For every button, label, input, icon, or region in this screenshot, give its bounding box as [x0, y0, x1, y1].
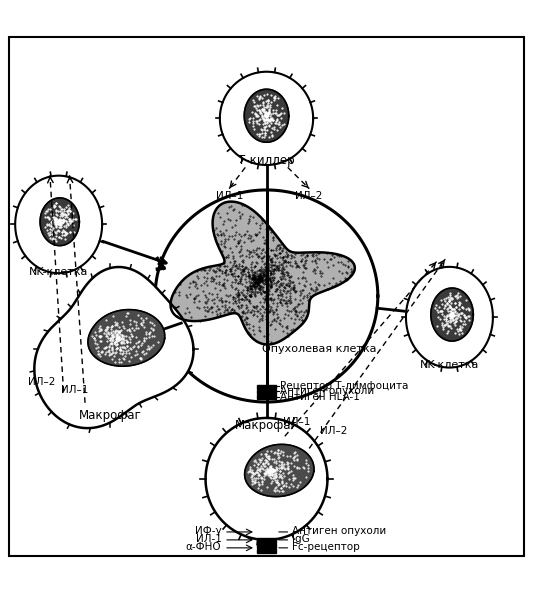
Polygon shape	[206, 418, 327, 540]
Text: Макрофаг: Макрофаг	[79, 409, 141, 422]
Text: NK-клетка: NK-клетка	[420, 360, 479, 370]
Text: α-ФНО: α-ФНО	[186, 542, 221, 552]
Text: NK-клетка: NK-клетка	[29, 267, 88, 277]
Text: Т-киллер: Т-киллер	[238, 155, 295, 168]
Text: ИФ-γ: ИФ-γ	[195, 526, 221, 536]
Polygon shape	[88, 310, 165, 366]
Polygon shape	[244, 89, 289, 142]
Polygon shape	[171, 202, 355, 345]
Text: ИЛ–1: ИЛ–1	[216, 191, 243, 201]
Polygon shape	[220, 72, 313, 165]
Bar	[257, 390, 276, 394]
Text: ИЛ–2: ИЛ–2	[295, 191, 322, 201]
Text: IgG: IgG	[292, 534, 310, 544]
Bar	[257, 538, 276, 542]
Text: ИЛ-1: ИЛ-1	[196, 534, 221, 544]
Polygon shape	[40, 198, 79, 246]
Polygon shape	[431, 288, 473, 341]
Text: ИЛ–2: ИЛ–2	[320, 426, 348, 436]
Polygon shape	[34, 267, 193, 428]
Text: Антиген опухоли: Антиген опухоли	[280, 387, 374, 397]
Text: Рецептор Т-лимфоцита: Рецептор Т-лимфоцита	[280, 381, 408, 391]
Text: Опухолевая клетка: Опухолевая клетка	[262, 344, 377, 354]
Text: Антиген HLA-1: Антиген HLA-1	[280, 392, 360, 402]
Polygon shape	[406, 267, 493, 368]
Polygon shape	[245, 445, 314, 497]
Bar	[257, 385, 276, 389]
Bar	[257, 543, 276, 548]
Text: Антиген опухоли: Антиген опухоли	[292, 526, 386, 536]
Text: Fc-рецептор: Fc-рецептор	[292, 542, 360, 552]
Bar	[257, 395, 276, 400]
Text: ИЛ–2: ИЛ–2	[28, 378, 56, 387]
Text: Макрофаг: Макрофаг	[235, 419, 298, 432]
Text: ИЛ–1: ИЛ–1	[284, 417, 311, 427]
Bar	[257, 549, 276, 553]
Text: ИЛ–1: ИЛ–1	[61, 385, 88, 395]
Polygon shape	[155, 190, 378, 402]
Polygon shape	[15, 176, 102, 273]
